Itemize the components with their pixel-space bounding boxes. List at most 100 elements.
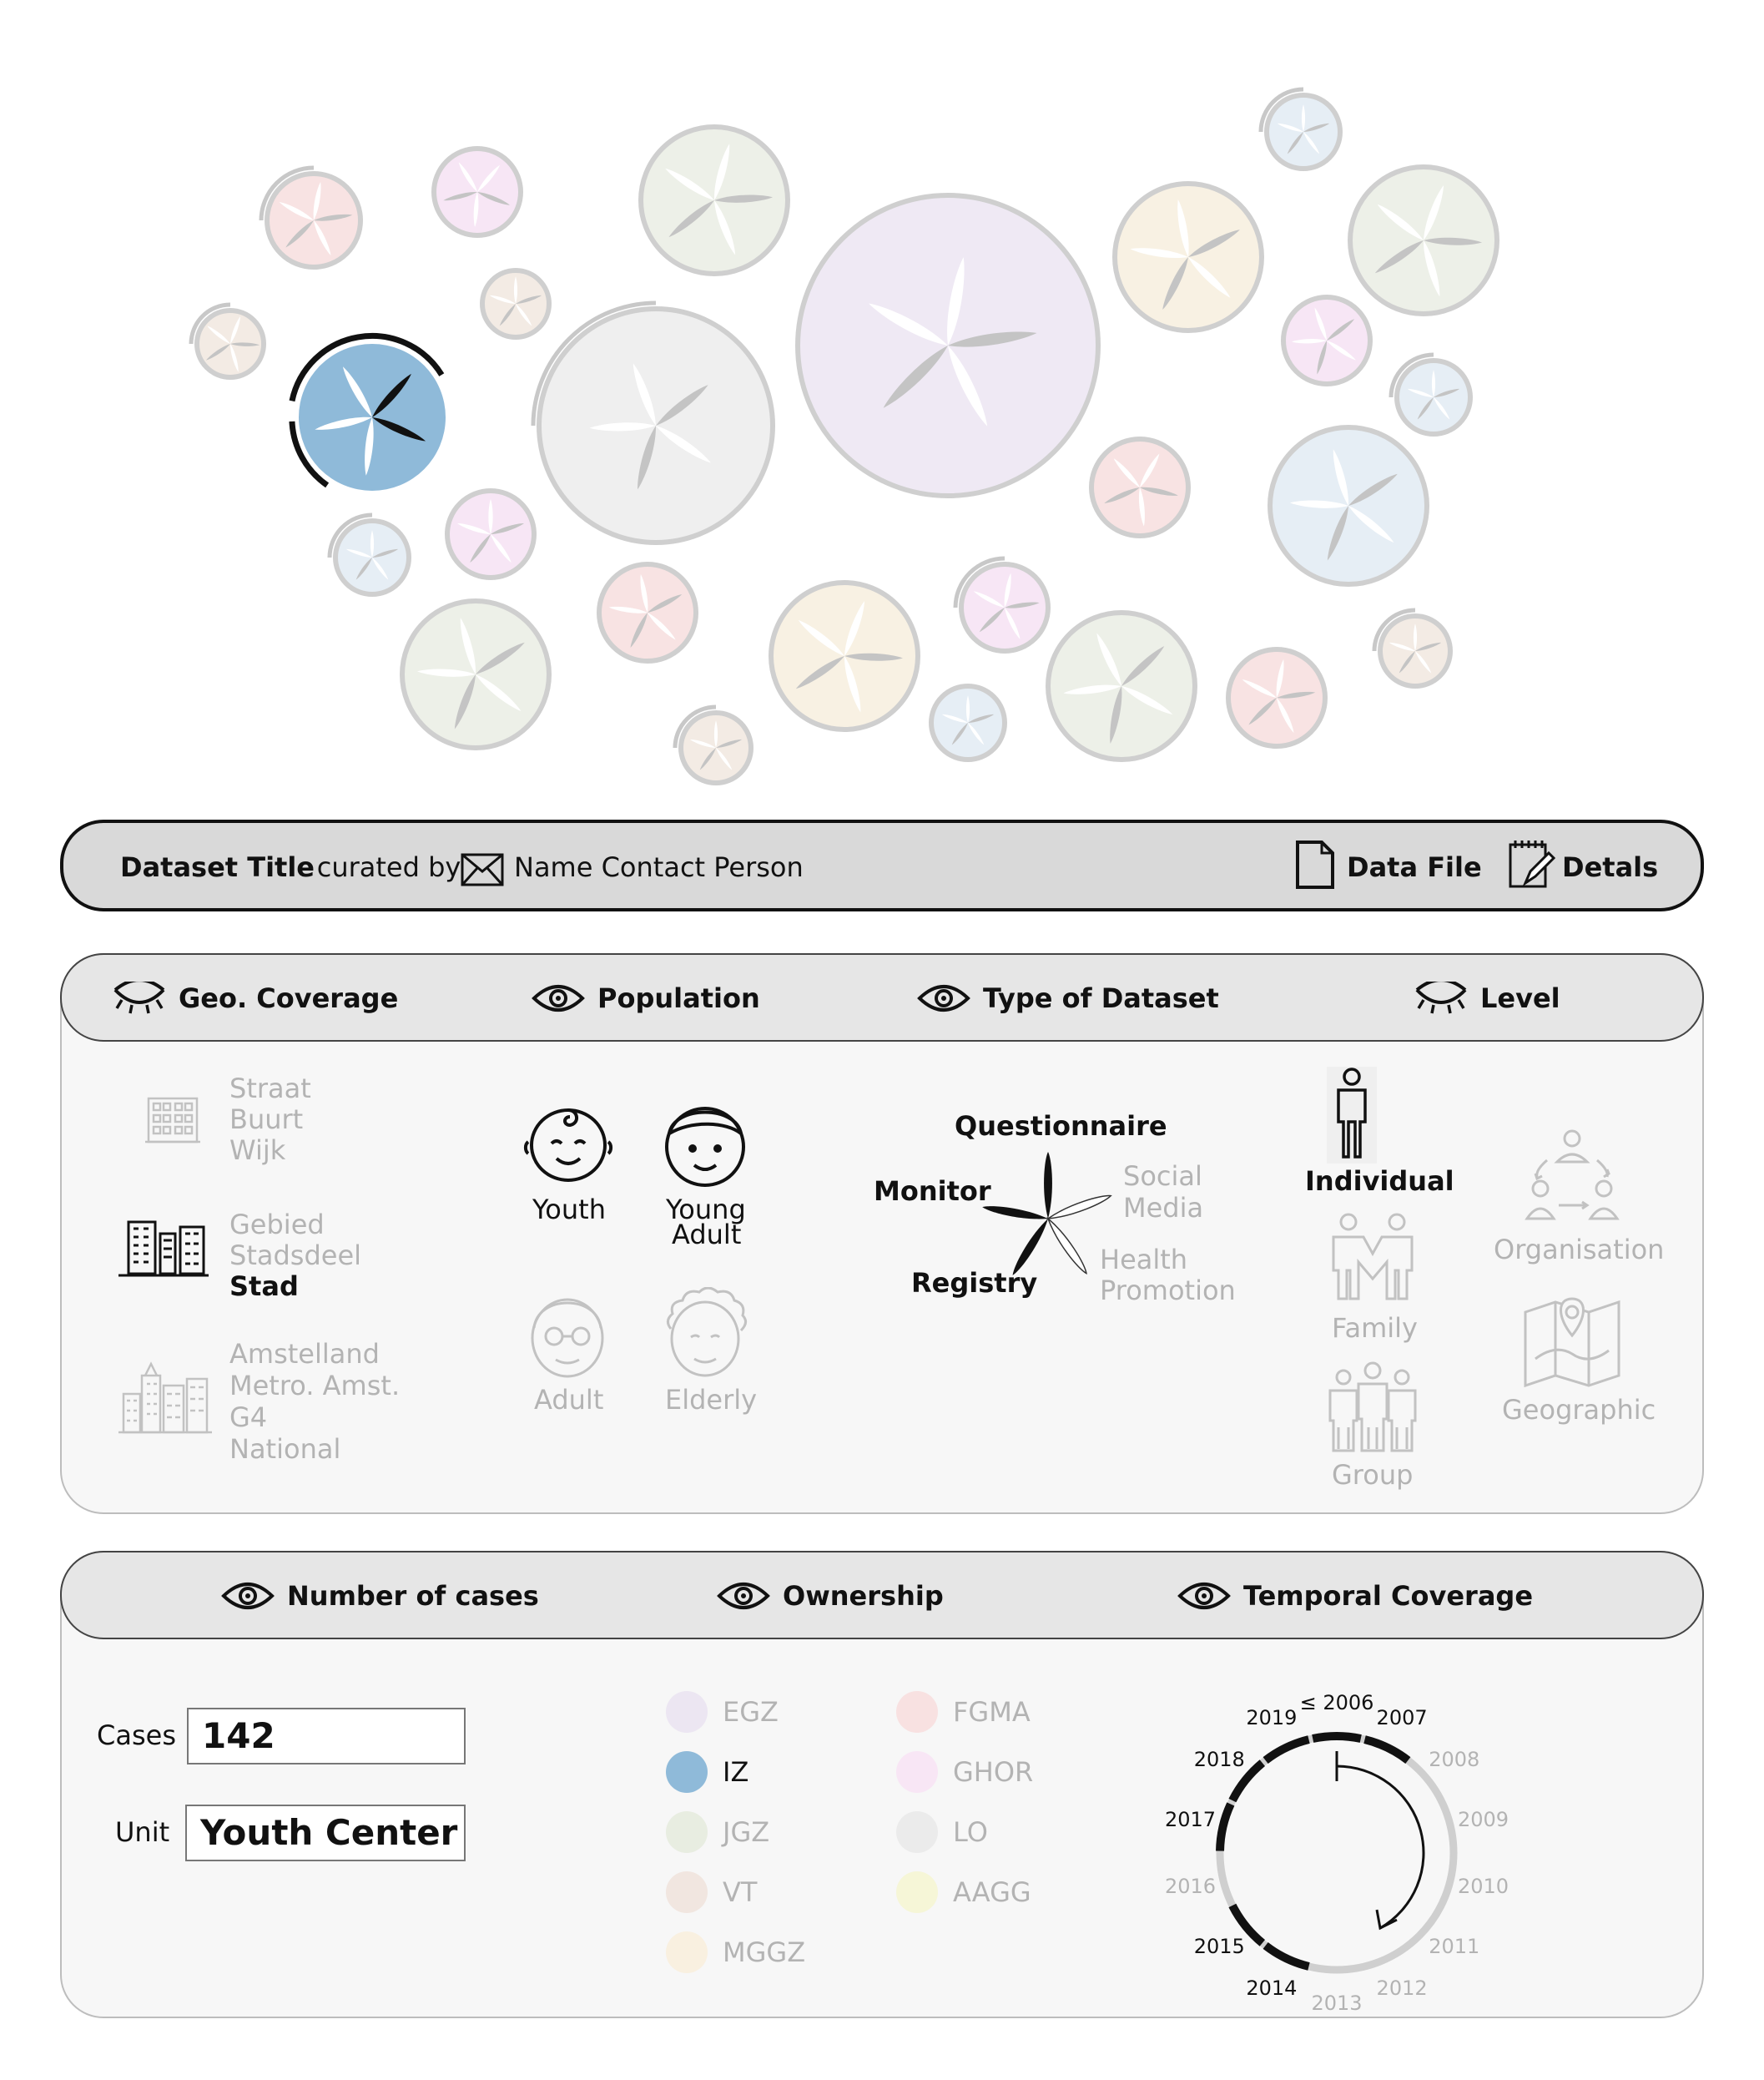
year-segment-active[interactable] <box>1216 1802 1235 1851</box>
ownership-item-lo[interactable]: LO <box>896 1811 988 1853</box>
notepad-edit-icon[interactable] <box>1507 838 1556 893</box>
year-label[interactable]: 2012 <box>1377 1977 1428 2000</box>
type-health-line2[interactable]: Promotion <box>1100 1275 1236 1306</box>
eye-open-icon[interactable] <box>916 982 971 1015</box>
level-header[interactable]: Level <box>1414 982 1560 1015</box>
population-elderly[interactable]: Elderly <box>665 1384 758 1416</box>
geo-amstelland[interactable]: Amstelland <box>229 1338 380 1370</box>
geo-wijk[interactable]: Wijk <box>229 1134 286 1166</box>
individual-person-icon[interactable] <box>1327 1067 1377 1164</box>
type-health-line1[interactable]: Health <box>1100 1244 1188 1275</box>
ownership-item-ghor[interactable]: GHOR <box>896 1751 1033 1793</box>
geo-straat[interactable]: Straat <box>229 1073 311 1104</box>
population-header[interactable]: Population <box>531 982 760 1015</box>
bubble[interactable] <box>929 684 1007 762</box>
eye-closed-icon[interactable] <box>112 982 167 1015</box>
eye-closed-icon[interactable] <box>1414 982 1469 1015</box>
eye-open-icon[interactable] <box>220 1579 275 1613</box>
geographic-map-pin-icon[interactable] <box>1522 1295 1622 1392</box>
year-label[interactable]: 2016 <box>1165 1875 1216 1898</box>
bubble[interactable] <box>795 193 1101 498</box>
metro-city-icon[interactable] <box>117 1361 214 1439</box>
bubble[interactable] <box>769 580 920 732</box>
bubble[interactable] <box>1046 609 1197 762</box>
youth-baby-face-icon[interactable] <box>522 1102 615 1189</box>
year-label[interactable]: 2015 <box>1194 1935 1245 1958</box>
bubble[interactable] <box>1372 608 1453 689</box>
group-people-icon[interactable] <box>1327 1361 1419 1457</box>
type-registry[interactable]: Registry <box>911 1267 1038 1299</box>
year-label[interactable]: ≤ 2006 <box>1300 1691 1374 1714</box>
year-label[interactable]: 2013 <box>1311 1992 1362 2012</box>
ownership-item-aagg[interactable]: AAGG <box>896 1871 1031 1913</box>
bubble[interactable] <box>1258 87 1343 171</box>
type-social-line2[interactable]: Media <box>1123 1192 1204 1224</box>
year-label[interactable]: 2007 <box>1377 1706 1428 1729</box>
details-button[interactable]: Detals <box>1562 851 1659 883</box>
geo-metro-amst[interactable]: Metro. Amst. <box>229 1370 401 1401</box>
number-of-cases-header[interactable]: Number of cases <box>220 1579 539 1613</box>
bubble[interactable] <box>445 488 537 580</box>
year-label[interactable]: 2017 <box>1165 1808 1216 1831</box>
geo-g4[interactable]: G4 <box>229 1401 268 1433</box>
ownership-header[interactable]: Ownership <box>716 1579 944 1613</box>
year-label[interactable]: 2008 <box>1429 1748 1479 1771</box>
year-segment-active[interactable] <box>1263 1735 1310 1764</box>
ownership-item-iz[interactable]: IZ <box>666 1751 748 1793</box>
bubble[interactable] <box>531 300 775 545</box>
level-organisation[interactable]: Organisation <box>1494 1234 1665 1265</box>
bubble[interactable] <box>597 562 698 664</box>
bubble[interactable] <box>638 124 790 276</box>
bubble[interactable] <box>1268 425 1429 587</box>
cases-input[interactable]: 142 <box>187 1708 466 1764</box>
bubble[interactable] <box>480 268 552 340</box>
ownership-item-vt[interactable]: VT <box>666 1871 757 1913</box>
bubble[interactable] <box>259 165 363 270</box>
unit-input[interactable]: Youth Center <box>185 1805 466 1861</box>
temporal-coverage-header[interactable]: Temporal Coverage <box>1177 1579 1533 1613</box>
geo-gebied[interactable]: Gebied <box>229 1209 325 1240</box>
bubble[interactable] <box>431 144 526 238</box>
bubble-selected[interactable] <box>289 333 446 491</box>
year-segment-active[interactable] <box>1228 1759 1266 1803</box>
year-label[interactable]: 2018 <box>1194 1748 1245 1771</box>
type-social-line1[interactable]: Social <box>1123 1160 1202 1192</box>
bubble[interactable] <box>1112 181 1264 333</box>
ownership-item-fgma[interactable]: FGMA <box>896 1691 1031 1733</box>
bubble[interactable] <box>1089 435 1192 538</box>
population-adult[interactable]: Adult <box>534 1384 604 1416</box>
organisation-network-icon[interactable] <box>1524 1127 1620 1229</box>
type-of-dataset-header[interactable]: Type of Dataset <box>916 982 1219 1015</box>
bubble[interactable] <box>327 512 411 597</box>
city-buildings-icon[interactable] <box>117 1217 210 1282</box>
ownership-item-jgz[interactable]: JGZ <box>666 1811 769 1853</box>
data-file-button[interactable]: Data File <box>1347 851 1482 883</box>
year-segment-active[interactable] <box>1228 1903 1266 1946</box>
population-young-adult-line1[interactable]: Young <box>666 1194 746 1225</box>
eye-open-icon[interactable] <box>716 1579 771 1613</box>
year-label[interactable]: 2014 <box>1246 1977 1297 2000</box>
file-icon[interactable] <box>1295 840 1335 893</box>
geo-coverage-header[interactable]: Geo. Coverage <box>112 982 398 1015</box>
ownership-item-mggz[interactable]: MGGZ <box>666 1931 805 1973</box>
eye-open-icon[interactable] <box>531 982 586 1015</box>
geo-national[interactable]: National <box>229 1433 341 1465</box>
family-icon[interactable] <box>1327 1212 1419 1305</box>
street-building-icon[interactable] <box>144 1093 202 1149</box>
temporal-coverage-ring[interactable]: ≤ 20062007200820092010201120122013201420… <box>1148 1661 1532 2012</box>
ownership-item-egz[interactable]: EGZ <box>666 1691 779 1733</box>
level-geographic[interactable]: Geographic <box>1502 1394 1656 1426</box>
geo-buurt[interactable]: Buurt <box>229 1103 304 1135</box>
type-monitor[interactable]: Monitor <box>874 1175 991 1207</box>
bubble[interactable] <box>1389 352 1473 437</box>
year-label[interactable]: 2009 <box>1458 1808 1509 1831</box>
bubble[interactable] <box>400 598 552 750</box>
adult-glasses-face-icon[interactable] <box>526 1290 609 1385</box>
population-young-adult-line2[interactable]: Adult <box>672 1219 742 1250</box>
geo-stadsdeel[interactable]: Stadsdeel <box>229 1239 362 1271</box>
contact-person[interactable]: Name Contact Person <box>514 851 804 883</box>
population-youth[interactable]: Youth <box>532 1194 606 1225</box>
bubble[interactable] <box>673 704 753 785</box>
bubble[interactable] <box>1281 295 1373 386</box>
year-label[interactable]: 2011 <box>1429 1935 1479 1958</box>
